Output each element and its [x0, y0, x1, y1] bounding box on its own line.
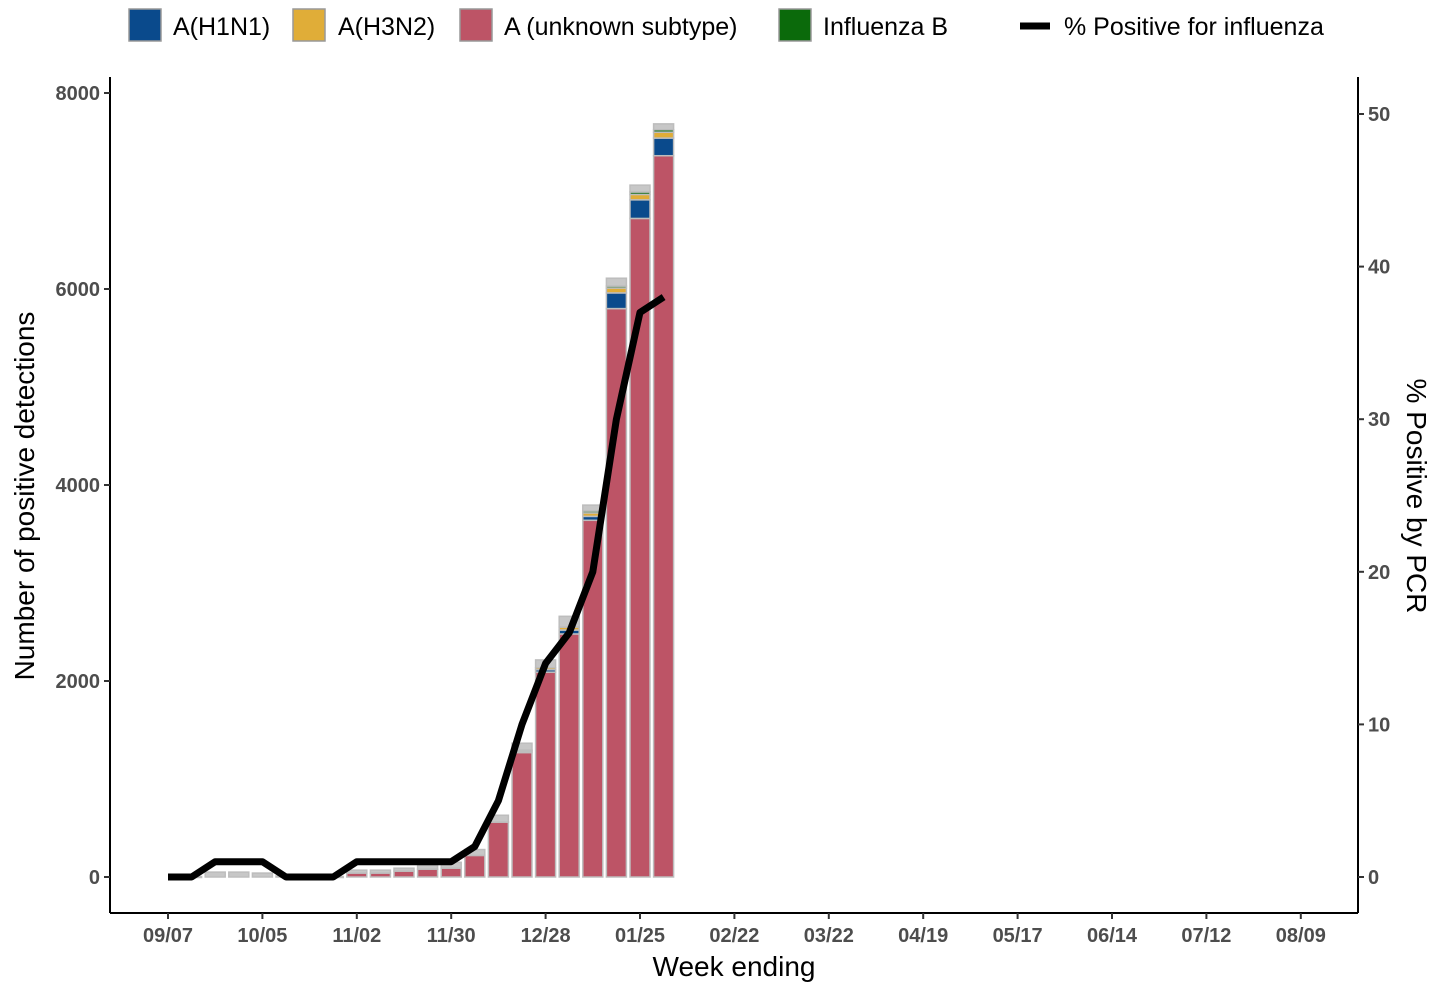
x-tick-label: 01/25: [615, 925, 665, 947]
bar-segment-other: [416, 864, 439, 870]
legend-swatch: [292, 8, 326, 42]
x-tick-label: 08/09: [1276, 925, 1326, 947]
bar-segment-a-h1n1: [605, 292, 628, 310]
bar-segment-other: [228, 871, 250, 878]
x-tick-label: 11/02: [332, 925, 381, 947]
axes: 0 2000 4000 6000 8000 0 10 20 30 40 50 09/07 10/05 11…: [56, 77, 1390, 947]
percent-positive-line-layer: [168, 294, 666, 881]
bar-segment-a-unknown: [534, 671, 557, 878]
y2-tick-label: 0: [1368, 867, 1379, 889]
bar-segment-a-unknown: [440, 867, 462, 878]
bars: [180, 123, 675, 879]
legend-label: A(H3N2): [338, 13, 435, 41]
y2-tick-label: 20: [1368, 562, 1390, 584]
x-tick-label: 11/30: [427, 925, 476, 947]
y-tick-label: 6000: [56, 279, 101, 301]
legend-swatch: [778, 8, 812, 42]
x-tick-label: 04/19: [898, 925, 948, 947]
bar-segment-a-h3n2: [629, 193, 651, 201]
bar-segment-a-unknown: [652, 154, 675, 878]
y2-tick-label: 10: [1368, 714, 1390, 736]
y2-tick-label: 40: [1368, 257, 1390, 279]
legend-swatch: [128, 8, 162, 42]
legend-line-label: % Positive for influenza: [1064, 13, 1324, 41]
legend-label: A (unknown subtype): [504, 13, 737, 41]
bar-segment-a-unknown: [464, 854, 486, 878]
x-tick-label: 09/07: [143, 925, 193, 947]
bar-segment-other: [204, 871, 226, 878]
bar-segment-a-unknown: [487, 821, 510, 878]
bar-segment-a-h3n2: [652, 131, 675, 139]
x-tick-label: 10/05: [237, 925, 287, 947]
bar-segment-a-unknown: [393, 870, 415, 878]
legend-swatch: [459, 8, 493, 42]
x-tick-label: 02/22: [709, 925, 759, 947]
y-tick-label: 0: [89, 867, 100, 889]
bar-segment-a-unknown: [511, 751, 533, 878]
y-tick-label: 4000: [56, 475, 101, 497]
y-axis-title: Number of positive detections: [9, 312, 40, 681]
legend: A(H1N1) A(H3N2) A (unknown subtype) Influen…: [128, 8, 1324, 42]
bar-segment-other: [369, 869, 392, 874]
percent-positive-line: [168, 294, 666, 881]
bar-segment-a-h1n1: [652, 137, 675, 157]
legend-label: A(H1N1): [173, 13, 270, 41]
y-tick-label: 2000: [56, 671, 101, 693]
y2-tick-label: 50: [1368, 104, 1390, 126]
bar-segment-other: [629, 184, 651, 193]
bar-segment-a-h1n1: [629, 199, 651, 220]
bar-segment-other: [393, 867, 415, 872]
x-tick-label: 06/14: [1087, 925, 1138, 947]
legend-label: Influenza B: [823, 13, 948, 41]
bar-segment-other: [346, 869, 368, 874]
y2-axis-title: % Positive by PCR: [1401, 379, 1432, 614]
x-tick-label: 03/22: [804, 925, 854, 947]
x-tick-label: 05/17: [993, 925, 1043, 947]
x-tick-label: 12/28: [521, 925, 571, 947]
bar-segment-other: [605, 277, 628, 287]
bar-segment-other: [251, 872, 274, 878]
bar-segment-a-unknown: [558, 633, 580, 878]
bar-segment-other: [652, 123, 675, 131]
y-tick-label: 8000: [56, 83, 101, 105]
x-tick-label: 07/12: [1181, 925, 1231, 947]
x-axis-title: Week ending: [653, 951, 816, 982]
bar-segment-a-unknown: [416, 868, 439, 878]
y2-tick-label: 30: [1368, 409, 1390, 431]
